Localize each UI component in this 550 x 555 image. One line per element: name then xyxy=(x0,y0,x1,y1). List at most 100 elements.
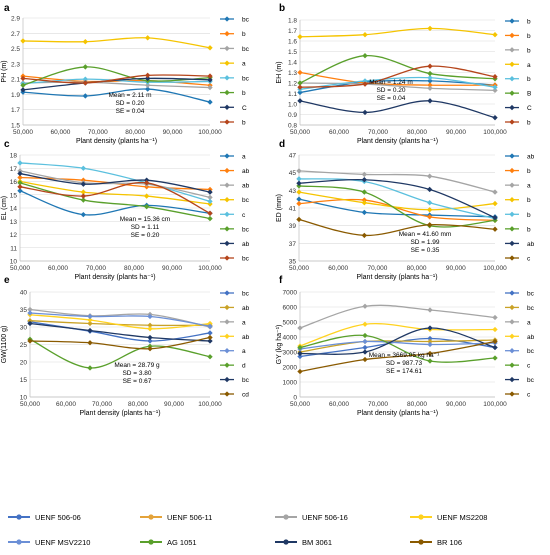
series-line xyxy=(299,82,496,91)
y-tick-label: 7000 xyxy=(283,290,298,297)
stats-line: SE = 0.67 xyxy=(123,378,152,385)
y-tick-label: 47 xyxy=(289,153,297,160)
y-tick-label: 1.3 xyxy=(288,70,297,77)
data-point xyxy=(296,216,302,223)
series-line xyxy=(29,314,211,330)
x-tick-label: 50,000 xyxy=(20,401,40,408)
data-point xyxy=(207,84,213,91)
legend-swatch-marker xyxy=(224,240,230,247)
data-point xyxy=(361,189,368,195)
stats-line: SD = 1.99 xyxy=(410,239,439,246)
data-point xyxy=(207,323,213,329)
data-point xyxy=(20,38,26,44)
data-point xyxy=(427,358,433,364)
significance-letter: d xyxy=(242,363,246,370)
significance-letter: bc xyxy=(242,291,250,298)
data-point xyxy=(361,171,368,178)
series-line xyxy=(29,321,211,342)
y-tick-label: 2.7 xyxy=(11,31,20,38)
data-point xyxy=(492,114,498,121)
y-tick-label: 0.8 xyxy=(288,123,297,130)
series-line xyxy=(299,100,496,119)
significance-letter: a xyxy=(242,348,246,355)
legend-swatch-marker xyxy=(509,240,515,247)
significance-letter: ab xyxy=(242,305,250,312)
y-tick-label: 16 xyxy=(10,179,18,186)
significance-letter: b xyxy=(527,76,531,83)
data-point xyxy=(143,193,150,199)
legend-label: UENF MSV2210 xyxy=(35,538,90,547)
series-line xyxy=(19,180,211,205)
data-point xyxy=(87,313,93,320)
data-point xyxy=(296,189,302,195)
significance-letter: a xyxy=(242,154,246,161)
significance-letter: c xyxy=(527,256,531,263)
panel-letter: e xyxy=(4,275,10,286)
data-point xyxy=(296,176,302,182)
significance-letter: b xyxy=(527,33,531,40)
series-line xyxy=(19,170,211,199)
y-tick-label: 1.5 xyxy=(288,49,297,56)
y-tick-label: 6000 xyxy=(283,305,298,312)
stats-line: Mean = 2.11 m xyxy=(108,92,151,99)
series-line xyxy=(299,340,496,373)
legend-marker xyxy=(418,514,424,520)
y-tick-label: 1.7 xyxy=(288,28,297,35)
legend-swatch-marker xyxy=(224,167,230,174)
stats-line: SD = 987.73 xyxy=(386,360,423,367)
y-tick-label: 1.4 xyxy=(288,60,297,67)
series-line xyxy=(298,218,496,237)
significance-letter: a xyxy=(527,183,531,190)
significance-letter: ab xyxy=(527,241,535,248)
significance-letter: bc xyxy=(527,348,535,355)
x-tick-label: 70,000 xyxy=(368,129,388,136)
stats-line: SD = 0.20 xyxy=(376,87,405,94)
data-point xyxy=(361,232,368,239)
data-point xyxy=(361,209,368,216)
legend-swatch-marker xyxy=(224,197,230,203)
series-line xyxy=(299,323,496,347)
series-line xyxy=(29,312,211,327)
data-point xyxy=(362,53,368,59)
data-point xyxy=(362,356,368,363)
y-tick-label: 35 xyxy=(20,307,28,314)
data-point xyxy=(147,334,153,341)
legend-swatch-marker xyxy=(509,197,515,203)
legend-swatch-marker xyxy=(509,32,515,39)
y-tick-label: 1000 xyxy=(283,380,298,387)
data-point xyxy=(144,75,151,82)
data-point xyxy=(296,200,302,207)
data-point xyxy=(427,63,433,69)
legend-swatch-marker xyxy=(509,104,515,111)
significance-letter: bc xyxy=(242,226,250,233)
legend-label: BM 3061 xyxy=(302,538,332,547)
x-tick-label: 100,000 xyxy=(483,265,507,272)
data-point xyxy=(492,344,498,351)
y-tick-label: 3000 xyxy=(283,350,298,357)
legend-swatch-marker xyxy=(224,75,230,81)
data-point xyxy=(362,338,368,345)
legend-swatch-marker xyxy=(224,376,230,383)
legend-marker xyxy=(418,539,424,545)
data-point xyxy=(207,45,213,51)
series-line xyxy=(29,338,211,369)
significance-letter: ab xyxy=(242,241,250,248)
legend-swatch-marker xyxy=(509,391,515,397)
stats-line: SE = 0.04 xyxy=(116,108,145,115)
stats-line: Mean = 15.36 cm xyxy=(120,216,170,223)
x-tick-label: 80,000 xyxy=(125,129,145,136)
panel-letter: a xyxy=(4,3,10,14)
significance-letter: bc xyxy=(242,256,250,263)
legend-swatch-marker xyxy=(224,348,230,354)
panel-letter: d xyxy=(279,139,285,150)
legend-label: BR 106 xyxy=(437,538,462,547)
y-tick-label: 1.8 xyxy=(288,18,297,25)
x-tick-label: 80,000 xyxy=(407,129,427,136)
data-point xyxy=(362,349,368,355)
stats-line: SD = 0.20 xyxy=(115,100,144,107)
y-tick-label: 39 xyxy=(289,223,297,230)
data-point xyxy=(297,325,303,331)
series-line xyxy=(299,76,496,90)
y-tick-label: 1.1 xyxy=(288,91,297,98)
y-tick-label: 11 xyxy=(10,245,17,252)
